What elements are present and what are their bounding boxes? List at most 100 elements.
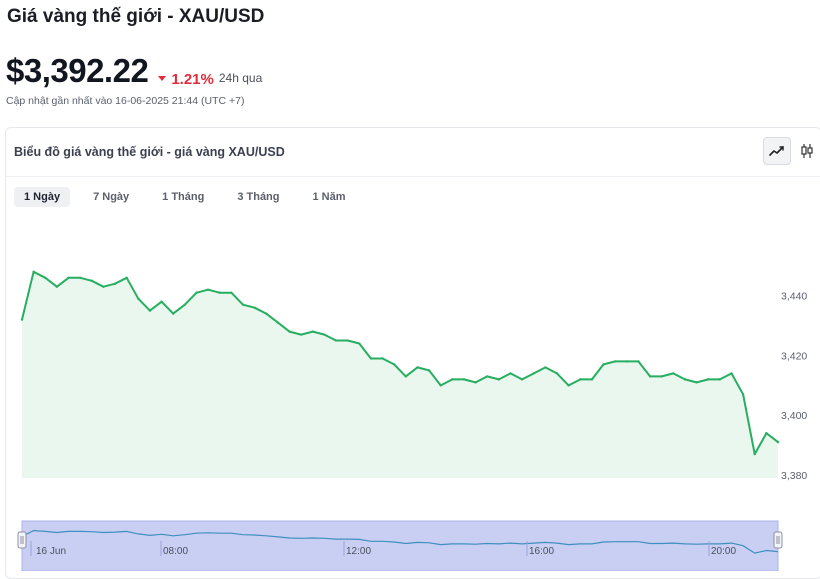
- price-point: [20, 318, 24, 321]
- price-point: [404, 375, 408, 378]
- navigator-left-handle[interactable]: [17, 531, 27, 549]
- y-tick-label: 3,420: [781, 350, 807, 362]
- price-line: [21, 270, 779, 456]
- price-point: [241, 303, 245, 306]
- price-point: [497, 378, 501, 381]
- price-point: [32, 270, 35, 273]
- price-point: [253, 306, 256, 309]
- candlestick-button[interactable]: [793, 137, 820, 165]
- price-point: [486, 375, 489, 378]
- navigator-right-handle[interactable]: [773, 531, 783, 549]
- tab-1-ngay[interactable]: 1 Ngày: [14, 187, 71, 207]
- price-point: [555, 372, 559, 375]
- price-point: [613, 360, 617, 363]
- change-period: 24h qua: [218, 71, 263, 85]
- price-point: [683, 378, 687, 381]
- price-point: [183, 303, 187, 306]
- navigator-window[interactable]: [21, 520, 779, 571]
- caret-down-icon: [158, 76, 167, 81]
- last-updated: Cập nhật gần nhất vào 16-06-2025 21:44 (…: [6, 95, 245, 107]
- price-point: [672, 372, 675, 375]
- price-point: [323, 333, 326, 336]
- price-point: [637, 360, 640, 363]
- chart-title: Biểu đồ giá vàng thế giới - giá vàng XAU…: [14, 145, 285, 159]
- price-point: [648, 375, 652, 378]
- price-point: [567, 384, 570, 387]
- price-point: [416, 366, 419, 369]
- price-point: [381, 357, 384, 360]
- price-point: [707, 378, 710, 381]
- price-point: [451, 378, 454, 381]
- price-point: [718, 378, 722, 381]
- price-area: [22, 271, 778, 478]
- price-point: [78, 276, 82, 279]
- tab-1-nam[interactable]: 1 Năm: [312, 191, 346, 203]
- price-point: [160, 300, 163, 303]
- price-point: [544, 366, 547, 369]
- price-point: [299, 333, 303, 336]
- price-point: [67, 276, 70, 279]
- price-point: [392, 363, 396, 366]
- price-point: [439, 384, 442, 387]
- price-point: [55, 285, 59, 288]
- price-point: [695, 381, 698, 384]
- navigator-label: 16:00: [529, 546, 554, 557]
- price-row: $3,392.22 1.21% 24h qua: [6, 52, 262, 90]
- price-point: [276, 321, 280, 324]
- price-point: [462, 378, 466, 381]
- price-point: [218, 291, 221, 294]
- price-point: [334, 339, 338, 342]
- price-point: [288, 330, 291, 333]
- tab-1-thang[interactable]: 1 Tháng: [162, 191, 205, 203]
- price-point: [311, 330, 314, 333]
- chart-card: Biểu đồ giá vàng thế giới - giá vàng XAU…: [5, 127, 820, 579]
- price-point: [90, 279, 93, 282]
- navigator-line: [21, 529, 779, 554]
- navigator-label: 12:00: [346, 546, 371, 557]
- price-point: [195, 291, 198, 294]
- price-point: [741, 393, 745, 396]
- price-point: [625, 360, 628, 363]
- price-point: [532, 372, 535, 375]
- line-chart-button[interactable]: [763, 137, 791, 165]
- price-point: [474, 381, 477, 384]
- price-point: [590, 378, 594, 381]
- current-price: $3,392.22: [6, 52, 149, 89]
- price-point: [602, 363, 605, 366]
- price-point: [265, 312, 268, 315]
- price-point: [230, 291, 233, 294]
- price-point: [102, 285, 105, 288]
- price-point: [358, 342, 361, 345]
- chart-card-header: Biểu đồ giá vàng thế giới - giá vàng XAU…: [6, 128, 820, 177]
- price-point: [730, 372, 733, 375]
- price-point: [44, 276, 47, 279]
- price-point: [776, 440, 780, 444]
- price-point: [148, 309, 152, 312]
- chart-type-switch: [763, 137, 820, 165]
- range-tabs: 1 Ngày 7 Ngày 1 Tháng 3 Tháng 1 Năm: [14, 187, 369, 207]
- price-point: [579, 378, 582, 381]
- price-change: 1.21%: [158, 71, 214, 88]
- navigator-label: 08:00: [163, 546, 188, 557]
- tab-7-ngay[interactable]: 7 Ngày: [93, 191, 130, 203]
- page-title: Giá vàng thế giới - XAU/USD: [7, 6, 265, 27]
- line-chart-icon: [769, 146, 784, 156]
- navigator-label: 20:00: [711, 546, 736, 557]
- price-point: [765, 431, 768, 435]
- price-point: [137, 297, 140, 300]
- price-point: [172, 312, 175, 315]
- price-point: [509, 372, 512, 375]
- price-point: [520, 378, 524, 381]
- price-point: [660, 375, 663, 378]
- price-point: [346, 339, 349, 342]
- y-tick-label: 3,400: [781, 410, 807, 422]
- price-point: [206, 288, 210, 291]
- tab-3-thang[interactable]: 3 Tháng: [237, 191, 280, 203]
- y-tick-label: 3,380: [781, 470, 807, 482]
- price-point: [125, 276, 128, 279]
- y-tick-label: 3,440: [781, 291, 807, 303]
- navigator-label: 16 Jun: [36, 546, 66, 557]
- price-point: [427, 369, 431, 372]
- price-change-percent: 1.21%: [171, 71, 214, 88]
